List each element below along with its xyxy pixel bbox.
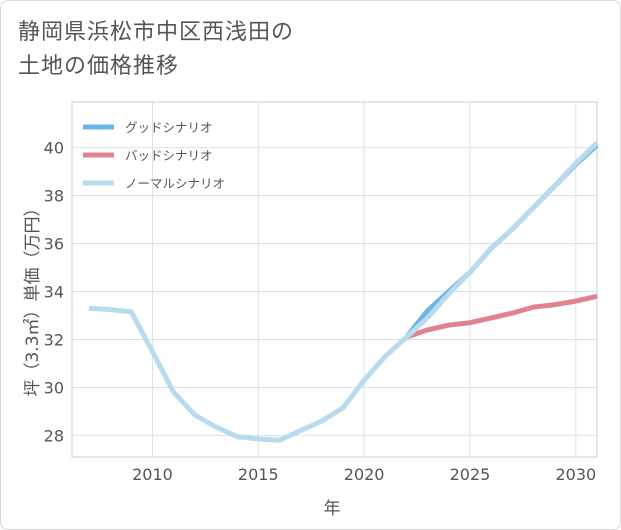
grid-lines [72,102,597,457]
y-tick-labels: 28 30 32 34 36 38 40 [44,139,64,446]
title-line-2: 土地の価格推移 [18,54,180,79]
y-tick-label: 40 [44,139,64,158]
y-tick-label: 32 [44,330,64,349]
x-tick-label: 2030 [555,465,596,484]
x-tick-label: 2015 [238,465,279,484]
legend-label: ノーマルシナリオ [125,176,225,191]
x-tick-labels: 2010 2015 2020 2025 2030 [132,465,596,484]
legend-label: バッドシナリオ [125,148,213,163]
x-tick-label: 2020 [344,465,385,484]
y-tick-label: 38 [44,187,64,206]
page-title: 静岡県浜松市中区西浅田の 土地の価格推移 [18,16,294,84]
x-tick-label: 2025 [450,465,491,484]
series-line-1 [405,293,598,340]
y-tick-label: 30 [44,378,64,397]
y-tick-label: 36 [44,235,64,254]
y-tick-label: 34 [44,282,64,301]
title-line-1: 静岡県浜松市中区西浅田の [18,20,295,45]
plot-area [71,101,598,458]
x-axis-title: 年 [324,499,341,519]
series-line-2 [88,140,599,443]
legend-label: グッドシナリオ [125,120,213,135]
x-tick-label: 2010 [132,465,173,484]
series-lines [88,140,599,443]
y-tick-label: 28 [44,426,64,445]
y-axis-title: 坪（3.3㎡）単価（万円） [23,199,43,396]
